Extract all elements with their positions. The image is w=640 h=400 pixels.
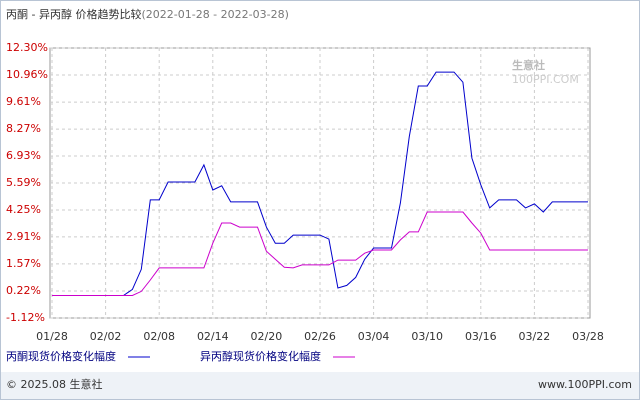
x-tick-label: 02/26: [304, 330, 336, 343]
x-tick-label: 02/14: [197, 330, 229, 343]
x-tick-label: 02/02: [90, 330, 122, 343]
y-tick-label: 2.91%: [6, 230, 41, 243]
legend-label: 丙酮现货价格变化幅度: [6, 349, 116, 363]
series-line: [52, 71, 588, 296]
x-tick-label: 03/28: [572, 330, 604, 343]
x-tick-label: 03/04: [358, 330, 390, 343]
x-tick-label: 02/08: [143, 330, 175, 343]
y-tick-label: 0.22%: [6, 284, 41, 297]
x-tick-label: 01/28: [36, 330, 68, 343]
y-tick-label: 6.93%: [6, 149, 41, 162]
x-tick-label: 03/10: [411, 330, 443, 343]
footer-right: www.100PPI.com: [538, 378, 632, 391]
footer-left: © 2025.08 生意社: [6, 377, 102, 391]
series-line: [52, 211, 588, 296]
y-tick-label: -1.12%: [6, 311, 45, 324]
y-tick-label: 8.27%: [6, 122, 41, 135]
y-tick-label: 1.57%: [6, 257, 41, 270]
legend-label: 异丙醇现货价格变化幅度: [200, 349, 321, 363]
watermark: 生意社: [512, 58, 545, 72]
y-tick-label: 12.30%: [6, 41, 48, 54]
x-tick-label: 02/20: [251, 330, 283, 343]
watermark-site: 100PPI.COM: [512, 73, 579, 86]
chart-title: 丙酮 - 异丙醇 价格趋势比较: [6, 7, 141, 21]
x-tick-label: 03/22: [519, 330, 551, 343]
chart-subtitle: (2022-01-28 - 2022-03-28): [141, 8, 288, 21]
y-tick-label: 9.61%: [6, 95, 41, 108]
footer-band: [1, 372, 639, 399]
y-tick-label: 10.96%: [6, 68, 48, 81]
x-tick-label: 03/16: [465, 330, 497, 343]
y-tick-label: 5.59%: [6, 176, 41, 189]
y-tick-label: 4.25%: [6, 203, 41, 216]
